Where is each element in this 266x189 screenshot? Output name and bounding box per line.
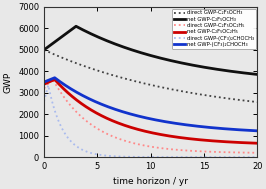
direct GWP-C₂F₅OC₂H₅: [250, 152, 253, 154]
Line: direct GWP-(CF₃)₂CHOCH₃: direct GWP-(CF₃)₂CHOCH₃: [44, 85, 257, 157]
direct GWP-C₂F₅OCH₃: [146, 83, 149, 85]
direct GWP-C₂F₅OC₂H₅: [250, 152, 253, 154]
Line: direct GWP-C₂F₅OC₂H₅: direct GWP-C₂F₅OC₂H₅: [44, 79, 257, 153]
net GWP-C₂F₅OCH₃: [210, 67, 214, 70]
direct GWP-(CF₃)₂CHOCH₃: [146, 156, 149, 158]
net GWP-C₂F₅OC₂H₅: [146, 131, 149, 133]
Line: direct GWP-C₂F₅OCH₃: direct GWP-C₂F₅OCH₃: [44, 50, 257, 102]
Line: net GWP-C₂F₅OC₂H₅: net GWP-C₂F₅OC₂H₅: [44, 79, 257, 143]
net GWP-C₂F₅OC₂H₅: [53, 79, 57, 81]
direct GWP-C₂F₅OC₂H₅: [140, 144, 144, 146]
net GWP-C₂F₅OC₂H₅: [256, 142, 259, 144]
direct GWP-(CF₃)₂CHOCH₃: [250, 156, 253, 158]
Y-axis label: GWP: GWP: [3, 71, 13, 93]
net GWP-C₂F₅OC₂H₅: [53, 78, 56, 81]
direct GWP-C₂F₅OC₂H₅: [42, 87, 45, 90]
direct GWP-C₂F₅OC₂H₅: [146, 145, 149, 147]
net GWP-C₂F₅OCH₃: [42, 49, 45, 51]
net GWP-C₂F₅OCH₃: [74, 25, 78, 27]
net GWP-(CF₃)₂CHOCH₃: [42, 81, 45, 83]
Legend: direct GWP-C₂F₅OCH₃, net GWP-C₂F₅OCH₃, direct GWP-C₂F₅OC₂H₅, net GWP-C₂F₅OC₂H₅, : direct GWP-C₂F₅OCH₃, net GWP-C₂F₅OCH₃, d…: [172, 9, 256, 49]
direct GWP-C₂F₅OCH₃: [250, 100, 253, 102]
direct GWP-C₂F₅OC₂H₅: [210, 151, 214, 153]
direct GWP-(CF₃)₂CHOCH₃: [250, 156, 253, 158]
direct GWP-(CF₃)₂CHOCH₃: [47, 84, 50, 86]
direct GWP-C₂F₅OCH₃: [53, 53, 56, 56]
direct GWP-C₂F₅OCH₃: [42, 49, 45, 51]
net GWP-C₂F₅OC₂H₅: [210, 140, 214, 142]
net GWP-C₂F₅OCH₃: [53, 41, 56, 43]
net GWP-C₂F₅OC₂H₅: [140, 129, 144, 132]
net GWP-C₂F₅OC₂H₅: [250, 142, 253, 144]
net GWP-(CF₃)₂CHOCH₃: [256, 130, 259, 132]
direct GWP-C₂F₅OC₂H₅: [51, 78, 54, 80]
direct GWP-C₂F₅OCH₃: [140, 82, 144, 84]
net GWP-(CF₃)₂CHOCH₃: [53, 77, 56, 79]
net GWP-C₂F₅OCH₃: [256, 73, 259, 76]
direct GWP-(CF₃)₂CHOCH₃: [53, 110, 57, 112]
direct GWP-C₂F₅OCH₃: [256, 101, 259, 103]
direct GWP-C₂F₅OCH₃: [210, 95, 214, 97]
net GWP-C₂F₅OCH₃: [140, 52, 144, 54]
direct GWP-(CF₃)₂CHOCH₃: [140, 156, 144, 158]
net GWP-(CF₃)₂CHOCH₃: [146, 117, 149, 119]
Line: net GWP-C₂F₅OCH₃: net GWP-C₂F₅OCH₃: [44, 26, 257, 74]
direct GWP-(CF₃)₂CHOCH₃: [210, 156, 214, 158]
net GWP-(CF₃)₂CHOCH₃: [250, 129, 253, 132]
direct GWP-C₂F₅OCH₃: [250, 100, 253, 102]
direct GWP-(CF₃)₂CHOCH₃: [42, 100, 45, 102]
net GWP-(CF₃)₂CHOCH₃: [210, 127, 214, 129]
net GWP-(CF₃)₂CHOCH₃: [53, 77, 57, 79]
X-axis label: time horizon / yr: time horizon / yr: [113, 177, 188, 186]
net GWP-(CF₃)₂CHOCH₃: [250, 129, 253, 132]
net GWP-(CF₃)₂CHOCH₃: [140, 116, 144, 118]
direct GWP-(CF₃)₂CHOCH₃: [256, 156, 259, 158]
net GWP-C₂F₅OC₂H₅: [250, 142, 253, 144]
net GWP-C₂F₅OCH₃: [250, 73, 253, 75]
direct GWP-C₂F₅OC₂H₅: [256, 152, 259, 154]
net GWP-C₂F₅OCH₃: [146, 53, 149, 56]
net GWP-C₂F₅OC₂H₅: [42, 83, 45, 85]
direct GWP-C₂F₅OC₂H₅: [53, 82, 57, 84]
Line: net GWP-(CF₃)₂CHOCH₃: net GWP-(CF₃)₂CHOCH₃: [44, 78, 257, 131]
net GWP-C₂F₅OCH₃: [250, 73, 253, 75]
